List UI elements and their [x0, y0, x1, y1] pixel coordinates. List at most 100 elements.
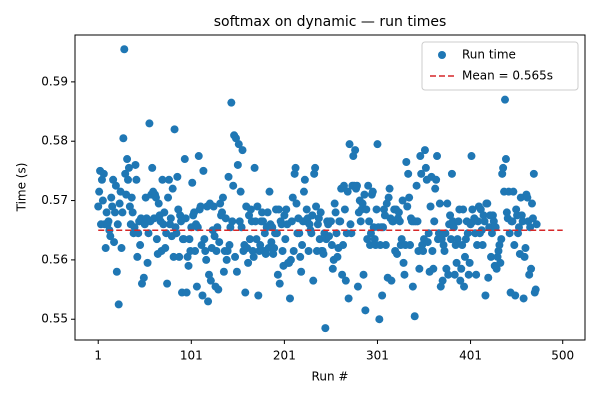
point [429, 264, 438, 273]
point [180, 155, 189, 164]
point [99, 169, 108, 178]
point [251, 217, 260, 226]
point [450, 270, 459, 279]
point [183, 252, 192, 261]
y-tick-label: 0.57 [41, 193, 68, 207]
point [496, 258, 505, 267]
point [201, 246, 210, 255]
point [370, 235, 379, 244]
point [529, 169, 538, 178]
y-tick-label: 0.55 [41, 312, 68, 326]
point [175, 252, 184, 261]
point [270, 244, 279, 253]
point [508, 217, 517, 226]
point [218, 208, 227, 217]
point [419, 246, 428, 255]
point [145, 119, 154, 128]
point [531, 285, 540, 294]
point [410, 312, 419, 321]
point [456, 276, 465, 285]
point [446, 211, 455, 220]
point [345, 140, 354, 149]
legend-marker [438, 51, 446, 59]
point [267, 238, 276, 247]
x-tick-label: 1 [94, 349, 102, 363]
point [188, 178, 197, 187]
point [415, 264, 424, 273]
point [485, 223, 494, 232]
point [518, 217, 527, 226]
point [406, 241, 415, 250]
point [493, 252, 502, 261]
point [428, 246, 437, 255]
point [214, 285, 223, 294]
point [222, 255, 231, 264]
x-tick-label: 201 [273, 349, 296, 363]
point [519, 294, 528, 303]
point [197, 241, 206, 250]
point [307, 229, 316, 238]
point [245, 235, 254, 244]
point [352, 181, 361, 190]
point [321, 324, 330, 333]
point [514, 229, 523, 238]
point [438, 276, 447, 285]
point [246, 205, 255, 214]
point [413, 217, 422, 226]
legend-box [421, 41, 579, 91]
point [127, 193, 136, 202]
point [457, 264, 466, 273]
x-tick-label: 401 [459, 349, 482, 363]
point [277, 220, 286, 229]
point [101, 244, 110, 253]
point [216, 199, 225, 208]
point [426, 202, 435, 211]
point [144, 229, 153, 238]
point [231, 252, 240, 261]
point [526, 223, 535, 232]
point [346, 220, 355, 229]
point [120, 45, 129, 54]
legend: Run time Mean = 0.565s [421, 41, 579, 91]
point [170, 125, 179, 134]
point [218, 193, 227, 202]
point [133, 252, 142, 261]
point [326, 217, 335, 226]
point [313, 220, 322, 229]
point [467, 152, 476, 161]
point [237, 223, 246, 232]
point [160, 208, 169, 217]
point [332, 229, 341, 238]
point [532, 220, 541, 229]
point [292, 199, 301, 208]
point [365, 217, 374, 226]
point [241, 288, 250, 297]
point [517, 211, 526, 220]
point [128, 208, 137, 217]
point [204, 297, 213, 306]
point [264, 244, 273, 253]
point [397, 235, 406, 244]
point [123, 155, 132, 164]
point [113, 220, 122, 229]
point [288, 193, 297, 202]
point [363, 235, 372, 244]
point [295, 229, 304, 238]
point [333, 252, 342, 261]
point [281, 235, 290, 244]
point [299, 187, 308, 196]
point [212, 246, 221, 255]
point [198, 291, 207, 300]
point [465, 258, 474, 267]
point [233, 160, 242, 169]
chart-title: softmax on dynamic — run times [214, 14, 447, 30]
point [527, 264, 536, 273]
point [117, 244, 126, 253]
point [378, 291, 387, 300]
point [263, 208, 272, 217]
point [148, 163, 157, 172]
legend-label: Mean = 0.565s [462, 69, 553, 83]
point [520, 252, 529, 261]
point [460, 252, 469, 261]
point [351, 146, 360, 155]
